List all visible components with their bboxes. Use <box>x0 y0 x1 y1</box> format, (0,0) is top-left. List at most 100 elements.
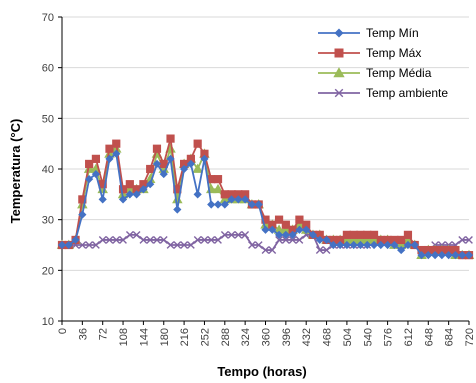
data-point <box>342 230 351 239</box>
data-point-stroke <box>119 236 127 244</box>
y-tick-label: 50 <box>42 113 54 125</box>
data-point <box>64 240 73 250</box>
data-point <box>146 236 155 244</box>
data-point-stroke <box>295 236 304 244</box>
data-point <box>464 251 474 260</box>
data-series <box>56 134 475 260</box>
data-point-stroke <box>98 236 107 244</box>
data-point <box>281 220 290 229</box>
data-point <box>302 225 311 234</box>
data-point <box>458 251 467 260</box>
data-point <box>444 251 453 260</box>
gridlines <box>62 16 469 271</box>
y-tick-label: 70 <box>42 12 54 24</box>
data-point <box>112 139 121 148</box>
data-point <box>159 169 168 179</box>
x-tick-label: 252 <box>199 328 211 346</box>
data-point <box>234 230 243 239</box>
data-point <box>132 190 141 199</box>
data-point <box>349 230 358 239</box>
data-point <box>152 159 162 169</box>
data-point-stroke <box>275 236 283 244</box>
data-point <box>281 236 290 244</box>
data-point <box>241 230 250 239</box>
data-point <box>254 200 263 209</box>
data-point <box>200 236 209 244</box>
data-point <box>118 185 128 194</box>
data-point <box>288 236 297 244</box>
data-point-stroke <box>146 236 155 244</box>
series-temp-m-x <box>57 134 474 260</box>
x-tick-label: 504 <box>342 328 354 346</box>
data-point <box>78 210 87 219</box>
data-point <box>220 200 229 209</box>
data-point-stroke <box>322 246 331 254</box>
data-point-stroke <box>180 241 188 249</box>
data-point <box>227 195 236 204</box>
data-point-stroke <box>159 236 168 244</box>
data-point <box>220 230 229 239</box>
data-point <box>430 251 440 260</box>
y-tick-label: 10 <box>42 316 54 328</box>
data-point <box>334 88 344 98</box>
data-point <box>213 175 223 184</box>
data-point <box>329 240 338 250</box>
data-point <box>390 240 399 250</box>
data-point <box>159 236 168 244</box>
x-tick-label: 396 <box>281 328 293 346</box>
data-point <box>315 246 324 254</box>
data-point <box>281 230 290 239</box>
legend-label: Temp Máx <box>366 46 421 60</box>
data-point <box>336 240 345 250</box>
data-point <box>152 144 162 153</box>
data-point <box>397 245 406 255</box>
data-point-stroke <box>200 236 209 244</box>
y-tick-label: 40 <box>42 164 54 176</box>
data-point <box>458 236 467 244</box>
data-point <box>376 240 385 250</box>
legend: Temp Mín Temp Máx Temp Média Temp ambiente <box>318 26 448 100</box>
data-point <box>139 236 148 244</box>
data-point <box>119 236 127 244</box>
data-point <box>207 200 216 209</box>
data-point <box>241 195 250 204</box>
data-point-stroke <box>112 236 121 244</box>
data-point <box>71 235 80 245</box>
data-point <box>295 236 304 244</box>
data-point <box>57 240 67 250</box>
data-point <box>166 134 175 143</box>
data-point <box>85 175 94 184</box>
data-point <box>275 236 283 244</box>
data-point-stroke <box>139 236 148 244</box>
data-point <box>220 190 229 199</box>
data-point-stroke <box>288 236 297 244</box>
data-point <box>192 163 203 173</box>
x-tick-label: 684 <box>444 328 456 346</box>
data-point <box>173 205 182 214</box>
data-point <box>437 251 446 260</box>
data-point <box>186 241 195 249</box>
data-point <box>166 154 175 163</box>
data-point <box>342 240 352 250</box>
x-tick-label: 288 <box>220 328 232 346</box>
data-point-stroke <box>173 241 182 249</box>
x-tick-label: 324 <box>240 328 252 346</box>
x-tick-label: 360 <box>261 328 273 346</box>
data-point-stroke <box>315 246 324 254</box>
data-point <box>322 246 331 254</box>
y-axis-title: Temperatura (°C) <box>8 119 23 224</box>
data-point <box>153 236 161 244</box>
data-point <box>193 190 202 199</box>
legend-item: Temp ambiente <box>318 86 448 100</box>
x-tick-label: 432 <box>301 328 313 346</box>
series-temp-m-n <box>57 149 474 260</box>
data-point-stroke <box>220 230 229 239</box>
data-point <box>247 200 257 209</box>
y-tick-label: 60 <box>42 63 54 75</box>
data-point <box>180 241 188 249</box>
legend-item: Temp Mín <box>318 26 419 40</box>
data-point <box>410 240 419 250</box>
x-tick-label: 216 <box>179 328 191 346</box>
